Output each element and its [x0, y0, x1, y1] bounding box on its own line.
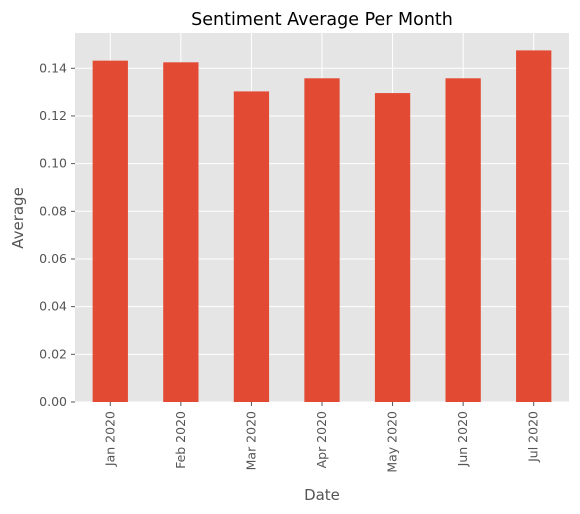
- bar-jul-2020: [516, 50, 552, 403]
- y-axis-label: Average: [9, 187, 27, 249]
- x-tick-label: Mar 2020: [243, 411, 258, 470]
- x-tick-label: Jul 2020: [526, 411, 541, 463]
- bar-mar-2020: [233, 91, 270, 403]
- x-tick-label: Feb 2020: [173, 411, 188, 469]
- x-tick-label: May 2020: [385, 411, 400, 473]
- y-tick-label: 0.10: [39, 156, 67, 171]
- x-axis-ticks: Jan 2020 Feb 2020 Mar 2020 Apr 2020 May 2020…: [102, 402, 541, 473]
- bar-feb-2020: [163, 62, 199, 403]
- x-axis-label: Date: [304, 486, 340, 504]
- bar-jan-2020: [92, 60, 128, 403]
- x-tick-label: Apr 2020: [314, 411, 329, 468]
- y-tick-label: 0.02: [39, 346, 67, 361]
- bar-jun-2020: [445, 78, 481, 402]
- bar-may-2020: [374, 93, 411, 403]
- y-axis-ticks: 0.00 0.02 0.04 0.06 0.08 0.10 0.12 0.14: [39, 60, 75, 409]
- y-tick-label: 0.12: [39, 108, 67, 123]
- y-tick-label: 0.08: [39, 203, 67, 218]
- x-tick-label: Jun 2020: [455, 411, 470, 467]
- chart-title: Sentiment Average Per Month: [191, 10, 453, 30]
- y-tick-label: 0.04: [39, 299, 67, 314]
- bars: [92, 50, 552, 403]
- bar-apr-2020: [304, 78, 340, 402]
- x-tick-label: Jan 2020: [102, 411, 117, 467]
- y-tick-label: 0.00: [39, 394, 67, 409]
- y-tick-label: 0.14: [39, 60, 67, 75]
- y-tick-label: 0.06: [39, 251, 67, 266]
